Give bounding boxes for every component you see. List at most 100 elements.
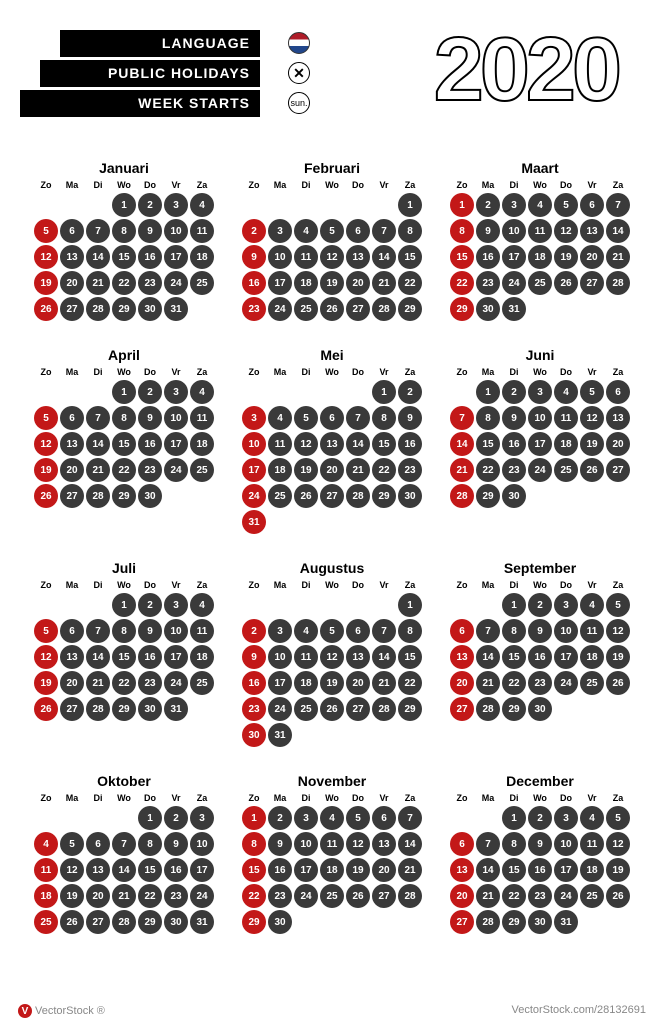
- day-cell: 9: [528, 619, 552, 643]
- day-cell: 6: [86, 832, 110, 856]
- day-empty: [450, 380, 474, 404]
- weekday-label: Za: [190, 580, 214, 590]
- day-cell: 10: [502, 219, 526, 243]
- day-cell: 8: [502, 619, 526, 643]
- day-cell: 28: [606, 271, 630, 295]
- days-grid: 1234567891011121314151617181920212223242…: [34, 193, 214, 321]
- day-sunday: 4: [34, 832, 58, 856]
- day-cell: 26: [60, 910, 84, 934]
- day-empty: [294, 380, 318, 404]
- day-cell: 22: [398, 271, 422, 295]
- day-cell: 9: [138, 219, 162, 243]
- weekday-label: Zo: [242, 367, 266, 377]
- day-cell: 13: [372, 832, 396, 856]
- day-cell: 17: [554, 645, 578, 669]
- day-sunday: 6: [450, 619, 474, 643]
- weekday-label: Wo: [320, 180, 344, 190]
- day-cell: 28: [112, 910, 136, 934]
- day-empty: [34, 380, 58, 404]
- day-cell: 30: [476, 297, 500, 321]
- day-cell: 30: [138, 484, 162, 508]
- day-cell: 11: [528, 219, 552, 243]
- day-empty: [346, 193, 370, 217]
- day-cell: 26: [606, 671, 630, 695]
- day-cell: 8: [398, 219, 422, 243]
- day-empty: [86, 593, 110, 617]
- day-cell: 21: [606, 245, 630, 269]
- day-cell: 18: [268, 458, 292, 482]
- day-cell: 15: [112, 432, 136, 456]
- day-sunday: 18: [34, 884, 58, 908]
- weekday-label: Ma: [268, 793, 292, 803]
- weekday-label: Zo: [34, 180, 58, 190]
- day-cell: 20: [346, 271, 370, 295]
- day-cell: 27: [320, 484, 344, 508]
- day-cell: 3: [502, 193, 526, 217]
- day-cell: 12: [320, 645, 344, 669]
- day-cell: 8: [476, 406, 500, 430]
- month-block: SeptemberZoMaDiWoDoVrZa12345678910111213…: [442, 560, 638, 747]
- weekday-label: Do: [138, 793, 162, 803]
- day-cell: 6: [320, 406, 344, 430]
- day-empty: [372, 593, 396, 617]
- day-cell: 28: [86, 697, 110, 721]
- weekday-label: Wo: [528, 580, 552, 590]
- day-cell: 25: [320, 884, 344, 908]
- day-cell: 21: [476, 671, 500, 695]
- weekday-label: Zo: [242, 793, 266, 803]
- day-empty: [34, 193, 58, 217]
- weekday-label: Do: [346, 367, 370, 377]
- day-cell: 16: [164, 858, 188, 882]
- day-cell: 11: [580, 619, 604, 643]
- weekday-header: ZoMaDiWoDoVrZa: [450, 793, 630, 803]
- weekday-label: Vr: [580, 580, 604, 590]
- weekday-header: ZoMaDiWoDoVrZa: [242, 180, 422, 190]
- day-cell: 11: [268, 432, 292, 456]
- day-cell: 3: [268, 619, 292, 643]
- day-cell: 11: [320, 832, 344, 856]
- day-cell: 12: [606, 619, 630, 643]
- day-cell: 24: [554, 671, 578, 695]
- day-cell: 14: [372, 245, 396, 269]
- day-cell: 15: [502, 858, 526, 882]
- day-cell: 30: [528, 697, 552, 721]
- day-cell: 23: [502, 458, 526, 482]
- weekday-label: Vr: [164, 793, 188, 803]
- day-cell: 10: [554, 832, 578, 856]
- day-cell: 22: [112, 458, 136, 482]
- day-cell: 29: [372, 484, 396, 508]
- weekday-label: Za: [606, 793, 630, 803]
- day-cell: 12: [580, 406, 604, 430]
- day-sunday: 20: [450, 884, 474, 908]
- day-cell: 14: [86, 645, 110, 669]
- day-sunday: 6: [450, 832, 474, 856]
- day-cell: 3: [164, 593, 188, 617]
- day-cell: 16: [138, 645, 162, 669]
- day-sunday: 23: [242, 697, 266, 721]
- day-sunday: 3: [242, 406, 266, 430]
- day-cell: 10: [164, 619, 188, 643]
- day-empty: [320, 593, 344, 617]
- day-cell: 11: [190, 619, 214, 643]
- day-cell: 7: [346, 406, 370, 430]
- day-cell: 1: [502, 593, 526, 617]
- day-cell: 19: [554, 245, 578, 269]
- weekday-label: Wo: [112, 367, 136, 377]
- day-cell: 14: [372, 645, 396, 669]
- day-sunday: 9: [242, 245, 266, 269]
- weekday-label: Di: [502, 793, 526, 803]
- day-sunday: 7: [450, 406, 474, 430]
- day-cell: 11: [554, 406, 578, 430]
- day-cell: 14: [346, 432, 370, 456]
- day-cell: 26: [606, 884, 630, 908]
- weekday-label: Do: [138, 580, 162, 590]
- day-cell: 10: [164, 219, 188, 243]
- day-sunday: 15: [450, 245, 474, 269]
- day-sunday: 28: [450, 484, 474, 508]
- weekday-label: Vr: [580, 793, 604, 803]
- day-cell: 8: [112, 619, 136, 643]
- day-cell: 28: [398, 884, 422, 908]
- day-cell: 24: [502, 271, 526, 295]
- day-cell: 2: [164, 806, 188, 830]
- day-cell: 5: [580, 380, 604, 404]
